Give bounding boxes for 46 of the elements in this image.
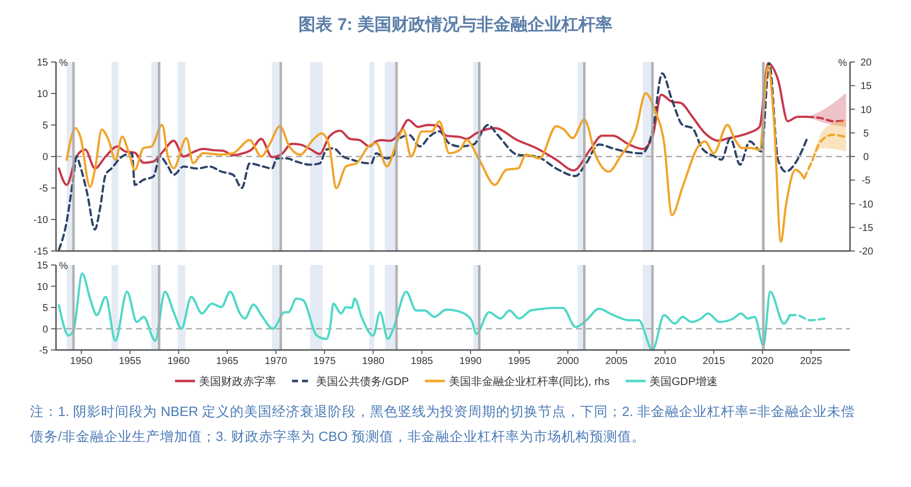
y2-tick-label: 0 <box>863 152 870 163</box>
y2-axis-title: % <box>838 58 848 69</box>
legend-label: 美国财政赤字率 <box>199 374 276 388</box>
y2-tick-label: 10 <box>860 104 872 116</box>
y-tick-label: -10 <box>34 215 48 226</box>
y-tick-label: 5 <box>42 120 48 132</box>
y-tick-label: -5 <box>39 346 48 356</box>
x-tick-label: 2015 <box>702 356 726 367</box>
legend-label: 美国GDP增速 <box>650 374 718 388</box>
y-tick-label: 0 <box>42 152 48 163</box>
x-tick-label: 1970 <box>264 356 288 367</box>
y2-tick-label: 5 <box>863 128 870 140</box>
y2-tick-label: -10 <box>858 199 874 210</box>
x-tick-label: 1960 <box>167 356 190 367</box>
y-tick-label: 0 <box>42 324 48 336</box>
x-tick-label: 1980 <box>362 356 385 367</box>
text: 注：1. 阴影时间段为 NBER 定义的美国经济衰退阶段，黑色竖线为投资周期的切换节点，下同；2. 非金融企业杠杆率=非金融企业未偿债务/非金融企业生产增加值；3. 财政赤字率为 CBO 预测值，非金融企业杠杆率为市场机构预测值。 <box>30 404 855 444</box>
y-axis-title: % <box>59 261 68 272</box>
y2-tick-label: 15 <box>860 81 872 92</box>
y-tick-label: 5 <box>42 303 48 314</box>
x-tick-label: 1965 <box>216 356 239 367</box>
x-tick-label: 1985 <box>410 356 434 367</box>
y-tick-label: 10 <box>36 89 48 100</box>
x-tick-label: 1955 <box>118 356 142 367</box>
y-axis-title: % <box>59 58 68 69</box>
y-tick-label: 15 <box>36 260 48 272</box>
y2-tick-label: 20 <box>860 58 872 68</box>
x-tick-label: 2020 <box>751 356 774 367</box>
x-tick-label: 1995 <box>508 356 531 367</box>
x-tick-label: 1975 <box>313 356 336 367</box>
x-tick-label: 2005 <box>605 356 628 367</box>
y-tick-label: -15 <box>34 246 48 258</box>
y2-tick-label: -5 <box>862 176 871 187</box>
x-tick-label: 1950 <box>70 356 93 367</box>
legend-label: 美国公共债务/GDP <box>316 374 409 388</box>
y2-tick-label: -20 <box>858 246 874 258</box>
x-tick-label: 2000 <box>556 356 580 367</box>
chart-title: 图表 7: 美国财政情况与非金融企业杠杆率 <box>298 15 612 34</box>
y2-tick-label: -15 <box>858 222 874 234</box>
x-tick-label: 2010 <box>654 356 677 367</box>
x-tick-label: 1990 <box>459 356 482 367</box>
y-tick-label: -5 <box>39 184 48 194</box>
x-tick-label: 2025 <box>800 356 823 367</box>
legend-label: 美国非金融企业杠杆率(同比), rhs <box>448 374 610 388</box>
y-tick-label: 15 <box>36 58 48 68</box>
y-tick-label: 10 <box>36 282 48 293</box>
